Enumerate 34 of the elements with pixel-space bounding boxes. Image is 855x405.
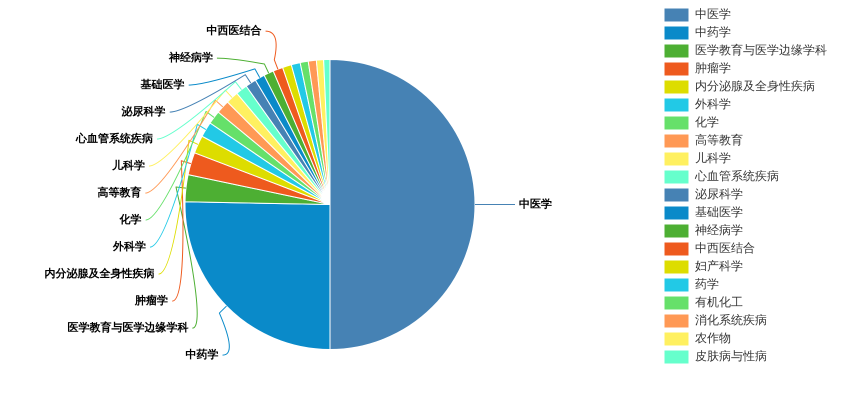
legend-label: 泌尿科学 (695, 187, 743, 202)
slice-label: 化学 (118, 212, 142, 226)
legend-label: 神经病学 (695, 223, 743, 238)
slice-label: 中西医结合 (206, 24, 263, 37)
legend-label: 肿瘤学 (695, 61, 731, 76)
legend-label: 药学 (695, 277, 719, 292)
legend-label: 高等教育 (695, 133, 743, 148)
legend-label: 中西医结合 (695, 241, 755, 256)
legend-label: 儿科学 (695, 151, 731, 166)
legend-label: 农作物 (695, 331, 731, 346)
legend-label: 医学教育与医学边缘学科 (695, 43, 827, 58)
slice-label: 中医学 (519, 197, 552, 210)
slice-label: 高等教育 (97, 186, 142, 199)
legend-label: 皮肤病与性病 (695, 349, 767, 364)
legend-label: 有机化工 (695, 295, 743, 310)
legend-label: 心血管系统疾病 (694, 169, 779, 184)
slice-label: 基础医学 (140, 78, 185, 91)
slice-label: 外科学 (112, 240, 146, 253)
slice-label: 儿科学 (111, 158, 146, 172)
legend-label: 中药学 (695, 25, 731, 40)
legend-label: 内分泌腺及全身性疾病 (695, 79, 815, 94)
slice-label: 肿瘤学 (134, 294, 168, 307)
slice-label: 泌尿科学 (120, 104, 166, 118)
legend-label: 基础医学 (695, 205, 743, 220)
slice-label: 医学教育与医学边缘学科 (67, 320, 188, 334)
legend-label: 中医学 (695, 7, 731, 22)
legend-label: 化学 (695, 115, 719, 130)
slice-label: 中药学 (186, 348, 219, 361)
legend-label: 外科学 (695, 97, 731, 112)
slice-label: 心血管系统疾病 (74, 132, 153, 145)
legend-label: 妇产科学 (695, 259, 743, 274)
slice-label: 神经病学 (168, 50, 213, 64)
legend-label: 消化系统疾病 (695, 313, 767, 328)
slice-label: 内分泌腺及全身性疾病 (44, 266, 155, 280)
